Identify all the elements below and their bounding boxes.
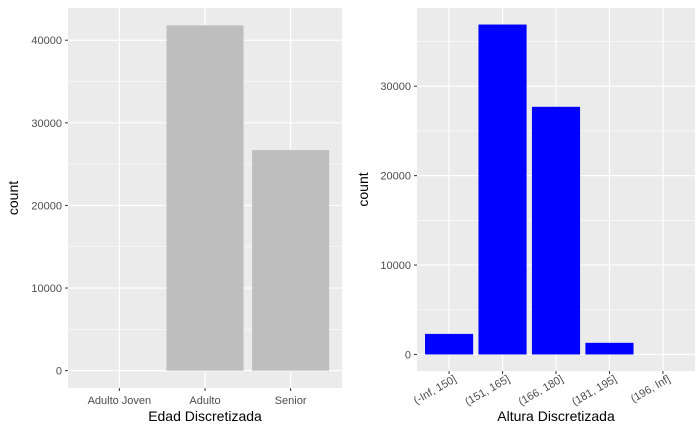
altura-y-axis: 0 10000 20000 30000 — [380, 81, 417, 361]
edad-x-tick-label: Adulto Joven — [88, 395, 152, 407]
edad-y-axis-title: count — [5, 181, 21, 215]
edad-x-tick-label: Senior — [275, 395, 307, 407]
bar-inf-150 — [425, 333, 474, 355]
edad-y-tick-label: 40000 — [31, 35, 62, 47]
bar-151-165 — [478, 24, 527, 355]
edad-y-tick-label: 10000 — [31, 283, 62, 295]
edad-y-tick-label: 30000 — [31, 118, 62, 130]
bar-senior — [252, 150, 330, 371]
edad-y-tick-label: 0 — [56, 366, 62, 378]
altura-x-axis-title: Altura Discretizada — [497, 408, 615, 424]
altura-y-tick-label: 10000 — [380, 260, 411, 272]
altura-y-axis-title: count — [355, 172, 371, 206]
altura-y-tick-label: 30000 — [380, 81, 411, 93]
bar-adulto — [166, 25, 244, 371]
edad-y-axis: 0 10000 20000 30000 40000 — [31, 35, 68, 378]
edad-bars — [166, 25, 330, 371]
edad-x-axis-title: Edad Discretizada — [148, 408, 262, 424]
edad-x-axis: Adulto Joven Adulto Senior — [88, 388, 307, 407]
edad-y-tick-label: 20000 — [31, 200, 62, 212]
edad-x-tick-label: Adulto — [189, 395, 220, 407]
altura-bars — [425, 24, 634, 355]
altura-y-tick-label: 20000 — [380, 171, 411, 183]
altura-y-tick-label: 0 — [405, 349, 411, 361]
bar-181-195 — [585, 342, 634, 355]
bar-166-180 — [531, 106, 581, 355]
